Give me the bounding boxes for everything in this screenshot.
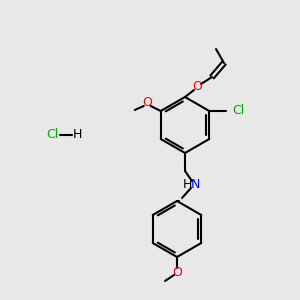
Text: O: O [172, 266, 182, 278]
Text: H: H [72, 128, 82, 142]
Text: Cl: Cl [232, 104, 244, 118]
Text: Cl: Cl [46, 128, 58, 142]
Text: O: O [192, 80, 202, 94]
Text: O: O [142, 97, 152, 110]
Text: H: H [182, 178, 192, 191]
Text: N: N [190, 178, 200, 191]
